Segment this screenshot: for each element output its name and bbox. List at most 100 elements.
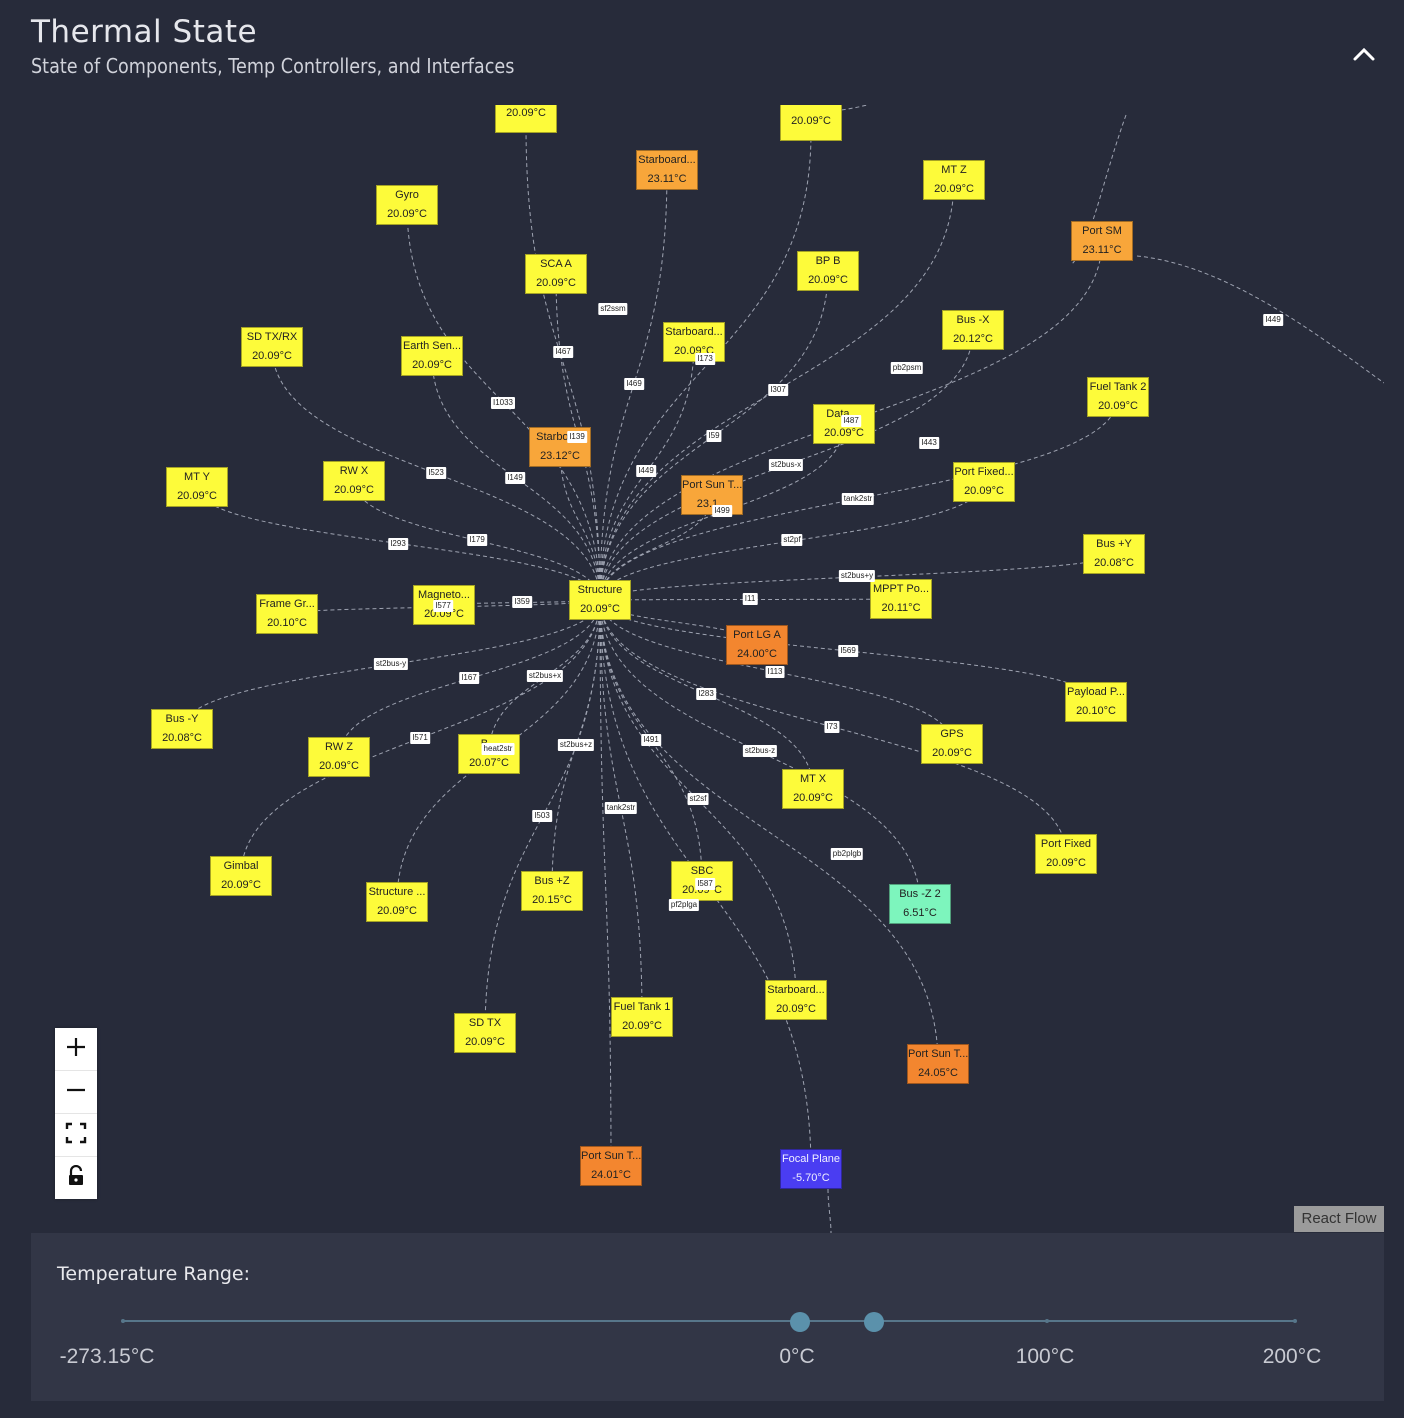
- edge-label[interactable]: I359: [512, 596, 532, 608]
- edge-line[interactable]: [827, 1188, 832, 1233]
- node-fuel2[interactable]: Fuel Tank 2 20.09°C: [1087, 377, 1149, 417]
- zoom-in-button[interactable]: [55, 1028, 97, 1071]
- node-portsun3[interactable]: Port Sun T... 24.01°C: [580, 1146, 642, 1186]
- slider-thumb-high[interactable]: [863, 1312, 884, 1332]
- edge-line[interactable]: [599, 132, 812, 601]
- edge-line[interactable]: [599, 481, 985, 601]
- node-portsm[interactable]: Port SM 23.11°C: [1071, 221, 1133, 261]
- node-fuel1[interactable]: Fuel Tank 1 20.09°C: [611, 997, 673, 1037]
- edge-label[interactable]: I469: [624, 378, 644, 390]
- edge-label[interactable]: I59: [706, 430, 722, 442]
- node-sb1[interactable]: Starboard... 23.11°C: [636, 150, 698, 190]
- edge-line[interactable]: [599, 270, 829, 601]
- edge-label[interactable]: pb2plgb: [830, 848, 864, 860]
- edge-label[interactable]: I11: [742, 593, 758, 605]
- node-sb2[interactable]: Starboard... 20.09°C: [663, 322, 725, 362]
- edge-label[interactable]: st2sf: [687, 793, 709, 805]
- edge-label[interactable]: I167: [459, 672, 479, 684]
- node-focal[interactable]: Focal Plane -5.70°C: [780, 1149, 842, 1189]
- node-busy[interactable]: Bus +Y 20.08°C: [1083, 534, 1145, 574]
- edge-label[interactable]: I307: [768, 384, 788, 396]
- react-flow-attribution[interactable]: React Flow: [1294, 1206, 1384, 1232]
- edge-line[interactable]: [599, 599, 612, 1167]
- slider-track[interactable]: [123, 1320, 1295, 1322]
- edge-label[interactable]: st2bus-z: [742, 745, 778, 757]
- edge-label[interactable]: I149: [505, 472, 525, 484]
- edge-label[interactable]: I173: [695, 353, 715, 365]
- edge-label[interactable]: I443: [919, 437, 939, 449]
- edge-label[interactable]: I113: [765, 666, 785, 678]
- edge-label[interactable]: st2bus+y: [838, 570, 876, 582]
- node-mtx[interactable]: MT X 20.09°C: [782, 769, 844, 809]
- node-rwz[interactable]: RW Z 20.09°C: [308, 737, 370, 777]
- node-mppt[interactable]: MPPT Po... 20.11°C: [870, 579, 932, 619]
- node-rwx[interactable]: RW X 20.09°C: [323, 461, 385, 501]
- edge-line[interactable]: [559, 446, 601, 601]
- edge-label[interactable]: I139: [567, 431, 587, 443]
- edge-line[interactable]: [599, 423, 845, 601]
- node-gyro[interactable]: Gyro 20.09°C: [376, 185, 438, 225]
- edge-line[interactable]: [1136, 255, 1384, 384]
- edge-label[interactable]: I571: [410, 732, 430, 744]
- node-struct2[interactable]: Structure ... 20.09°C: [366, 882, 428, 922]
- node-earth[interactable]: Earth Sen... 20.09°C: [401, 336, 463, 376]
- edge-label[interactable]: I577: [433, 600, 453, 612]
- edge-label[interactable]: I587: [695, 878, 715, 890]
- node-sb4[interactable]: Starboard... 20.09°C: [765, 980, 827, 1020]
- edge-label[interactable]: st2pf: [781, 534, 803, 546]
- edge-line[interactable]: [338, 599, 601, 758]
- node-payload[interactable]: Payload P... 20.10°C: [1065, 682, 1127, 722]
- node-portsun1[interactable]: Port Sun T... 23.1...: [681, 475, 743, 515]
- edge-label[interactable]: I487: [841, 415, 861, 427]
- edge-label[interactable]: I449: [636, 465, 656, 477]
- edge-label[interactable]: I491: [641, 734, 661, 746]
- edge-label[interactable]: st2bus+x: [526, 670, 564, 682]
- edge-line[interactable]: [599, 240, 1103, 601]
- edge-line[interactable]: [555, 273, 601, 601]
- node-scaa[interactable]: SCA A 20.09°C: [525, 254, 587, 294]
- edge-label[interactable]: I1033: [490, 397, 516, 409]
- edge-label[interactable]: st2bus-x: [768, 459, 804, 471]
- thermal-flow-canvas[interactable]: 20.09°C 20.09°C Starboard... 23.11°C MT Z 20.…: [31, 105, 1384, 1233]
- slider-thumb-low[interactable]: [789, 1312, 810, 1332]
- edge-label[interactable]: I467: [553, 346, 573, 358]
- node-sdtxrx[interactable]: SD TX/RX 20.09°C: [241, 327, 303, 367]
- node-portlga[interactable]: Port LG A 24.00°C: [726, 625, 788, 665]
- edge-label[interactable]: I499: [712, 505, 732, 517]
- node-busmx[interactable]: Bus -X 20.12°C: [942, 310, 1004, 350]
- edge-label[interactable]: I179: [467, 534, 487, 546]
- edge-label[interactable]: I283: [696, 688, 716, 700]
- node-structure[interactable]: Structure 20.09°C: [569, 580, 631, 620]
- node-bpb[interactable]: BP B 20.09°C: [797, 251, 859, 291]
- edge-label[interactable]: tank2str: [841, 493, 875, 505]
- node-mtz[interactable]: MT Z 20.09°C: [923, 160, 985, 200]
- edge-label[interactable]: I73: [824, 721, 840, 733]
- edge-label[interactable]: tank2str: [604, 802, 638, 814]
- node-top1[interactable]: 20.09°C: [495, 105, 557, 133]
- lock-button[interactable]: [55, 1157, 97, 1199]
- node-busmy[interactable]: Bus -Y 20.08°C: [151, 709, 213, 749]
- edge-label[interactable]: pf2plga: [668, 899, 700, 911]
- edge-label[interactable]: I449: [1263, 314, 1283, 326]
- edge-label[interactable]: I569: [838, 645, 858, 657]
- node-portfixed1[interactable]: Port Fixed... 20.09°C: [953, 462, 1015, 502]
- node-framegr[interactable]: Frame Gr... 20.10°C: [256, 594, 318, 634]
- edge-label[interactable]: st2bus+z: [557, 739, 595, 751]
- node-portsun2[interactable]: Port Sun T... 24.05°C: [907, 1044, 969, 1084]
- node-top2[interactable]: 20.09°C: [780, 105, 842, 141]
- edge-label[interactable]: I503: [532, 810, 552, 822]
- edge-label[interactable]: I293: [388, 538, 408, 550]
- fit-view-button[interactable]: [55, 1114, 97, 1157]
- node-gimbal[interactable]: Gimbal 20.09°C: [210, 856, 272, 896]
- edge-label[interactable]: heat2str: [481, 743, 515, 755]
- node-portfixed2[interactable]: Port Fixed 20.09°C: [1035, 834, 1097, 874]
- edge-line[interactable]: [196, 486, 601, 601]
- node-busz[interactable]: Bus +Z 20.15°C: [521, 871, 583, 911]
- edge-line[interactable]: [599, 599, 643, 1018]
- zoom-out-button[interactable]: [55, 1071, 97, 1114]
- edge-label[interactable]: I523: [426, 467, 446, 479]
- edge-line[interactable]: [599, 599, 797, 1001]
- node-mty[interactable]: MT Y 20.09°C: [166, 467, 228, 507]
- edge-line[interactable]: [599, 599, 939, 1065]
- node-gps[interactable]: GPS 20.09°C: [921, 724, 983, 764]
